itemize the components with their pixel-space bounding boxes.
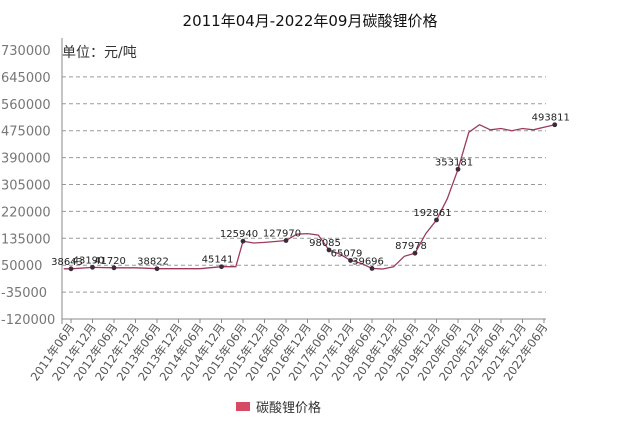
data-label: 65079 xyxy=(331,248,363,259)
data-label: 98085 xyxy=(309,238,341,249)
y-tick-label: 305000 xyxy=(1,179,51,194)
data-point xyxy=(348,258,353,263)
data-label: 38643 xyxy=(51,257,83,268)
data-point xyxy=(552,122,558,128)
data-point xyxy=(240,238,246,244)
y-tick-label: 730000 xyxy=(1,44,51,59)
data-label: 127970 xyxy=(263,229,301,240)
legend-swatch xyxy=(236,402,250,411)
data-label: 38822 xyxy=(137,257,169,268)
data-point xyxy=(412,250,418,256)
y-tick-label: 560000 xyxy=(1,98,51,113)
y-tick-label: -35000 xyxy=(1,286,47,301)
grid-lines xyxy=(62,76,546,320)
y-axis-ticks: 730000 645000 560000 475000 390000 305000 2200… xyxy=(1,44,55,328)
data-point xyxy=(369,266,375,271)
y-tick-label: 220000 xyxy=(1,205,51,220)
data-label: 493811 xyxy=(532,113,570,124)
legend-label: 碳酸锂价格 xyxy=(256,400,321,416)
data-label: 192861 xyxy=(413,208,451,219)
data-point xyxy=(326,247,332,253)
data-point xyxy=(455,166,461,172)
data-point xyxy=(434,217,439,223)
data-point xyxy=(68,266,74,272)
chart-title: 2011年04月-2022年09月碳酸锂价格 xyxy=(183,12,438,30)
legend: 碳酸锂价格 xyxy=(236,400,321,416)
unit-label: 单位：元/吨 xyxy=(62,45,137,61)
data-point xyxy=(219,264,224,270)
x-axis-ticks: 2011年06月2011年12月2012年06月2012年12月2013年06月… xyxy=(28,319,550,384)
series-line xyxy=(63,123,555,270)
data-label: 43190 xyxy=(73,255,105,266)
y-tick-label: 390000 xyxy=(1,152,51,167)
data-point xyxy=(90,264,95,270)
y-tick-label: 475000 xyxy=(1,125,51,140)
data-point xyxy=(154,266,160,272)
data-label: 125940 xyxy=(220,229,258,240)
data-point xyxy=(283,238,289,243)
y-tick-label: -120000 xyxy=(1,313,55,328)
data-label: 353181 xyxy=(435,157,473,168)
data-label: 45141 xyxy=(202,255,234,266)
axes xyxy=(61,38,546,324)
y-tick-label: 50000 xyxy=(1,259,42,274)
data-label: 87978 xyxy=(395,241,427,252)
data-label: 41720 xyxy=(94,256,126,267)
data-label: 39696 xyxy=(352,256,384,267)
y-tick-label: 645000 xyxy=(1,71,51,86)
series-layer xyxy=(63,122,558,272)
data-point xyxy=(111,265,117,271)
y-tick-label: 135000 xyxy=(1,232,51,247)
